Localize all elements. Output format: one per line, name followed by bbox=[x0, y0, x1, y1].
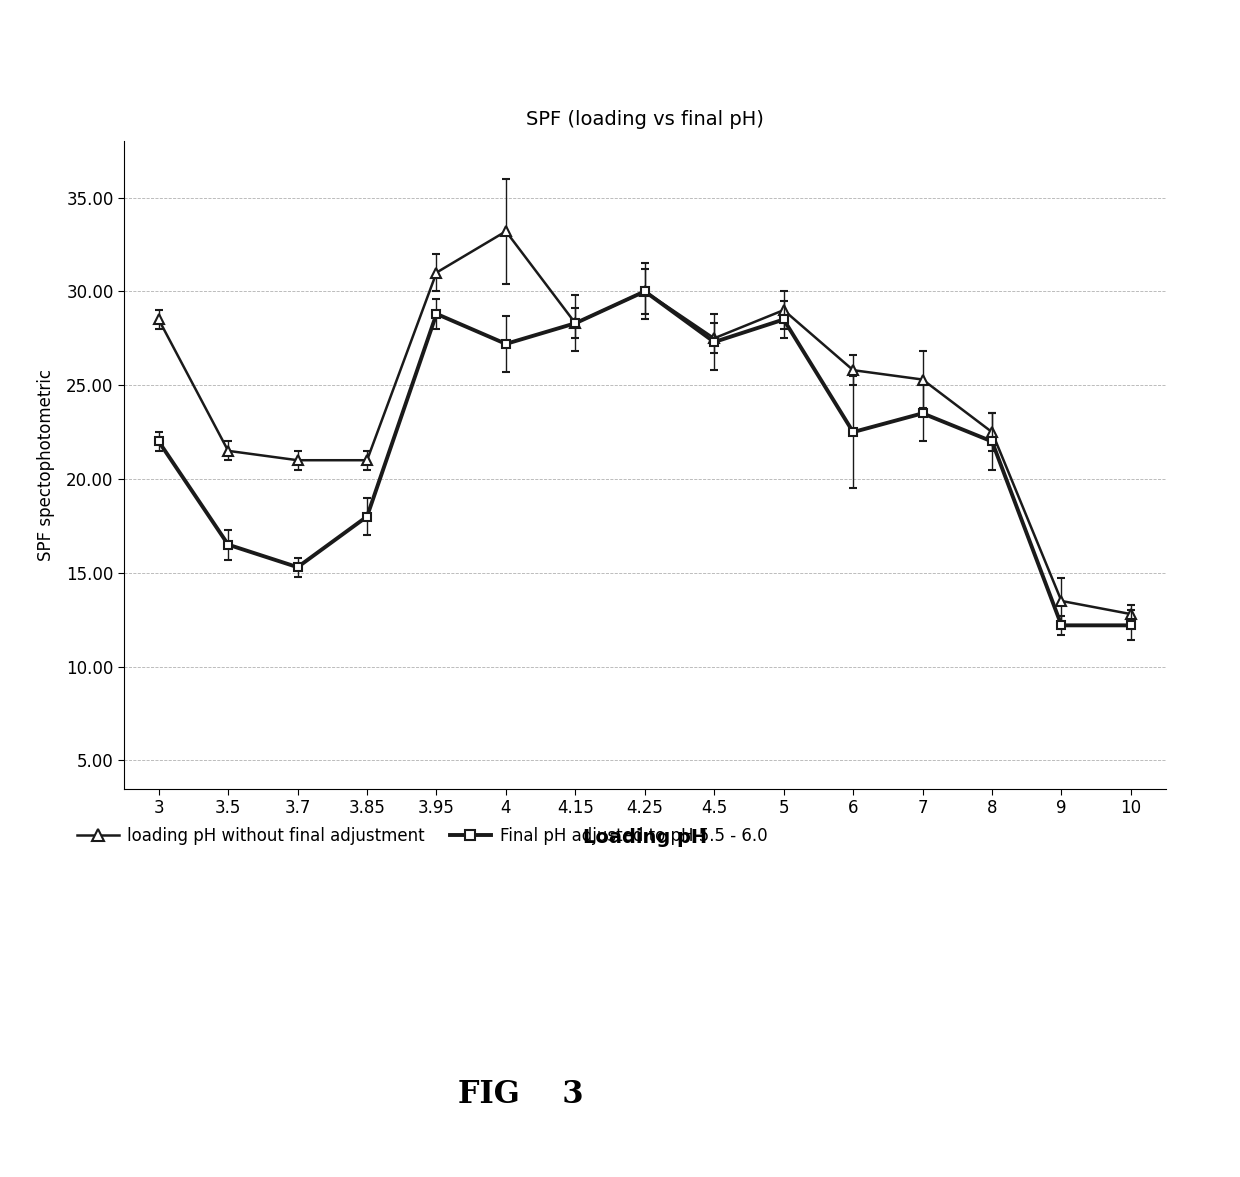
Text: FIG    3: FIG 3 bbox=[458, 1079, 584, 1110]
X-axis label: Loading pH: Loading pH bbox=[583, 829, 707, 847]
Legend: loading pH without final adjustment, Final pH adjusted to pH 5.5 - 6.0: loading pH without final adjustment, Fin… bbox=[71, 820, 774, 852]
Title: SPF (loading vs final pH): SPF (loading vs final pH) bbox=[526, 109, 764, 128]
Y-axis label: SPF spectophotometric: SPF spectophotometric bbox=[37, 368, 55, 561]
